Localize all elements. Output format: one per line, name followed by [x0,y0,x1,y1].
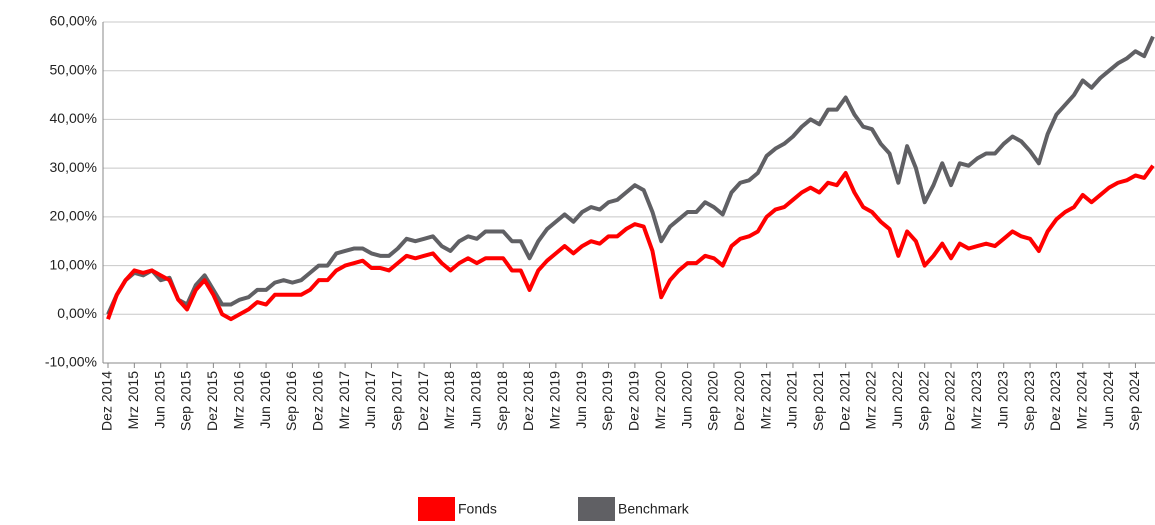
x-tick-label: Mrz 2020 [652,371,668,430]
x-tick-label: Mrz 2022 [863,371,879,430]
x-tick-label: Jun 2022 [889,371,905,429]
x-tick-label: Mrz 2017 [336,371,352,430]
x-tick-label: Sep 2023 [1021,371,1037,431]
legend-label: Fonds [458,501,497,517]
x-tick-label: Jun 2024 [1100,371,1116,429]
x-tick-label: Jun 2020 [678,371,694,429]
x-tick-label: Sep 2020 [705,371,721,431]
y-tick-label: 30,00% [50,159,97,175]
x-tick-label: Mrz 2019 [547,371,563,430]
legend-swatch [578,497,615,521]
series-line [106,35,1155,316]
x-tick-label: Jun 2015 [151,371,167,429]
x-tick-label: Jun 2023 [994,371,1010,429]
x-tick-label: Dez 2019 [626,371,642,431]
x-tick-label: Dez 2017 [415,371,431,431]
x-tick-label: Jun 2021 [784,371,800,429]
x-tick-label: Mrz 2021 [757,371,773,430]
y-tick-label: 20,00% [50,208,97,224]
x-tick-label: Jun 2016 [257,371,273,429]
y-tick-label: 60,00% [50,13,97,29]
x-tick-label: Mrz 2024 [1073,371,1089,430]
x-tick-label: Sep 2018 [494,371,510,431]
x-tick-label: Jun 2017 [362,371,378,429]
x-tick-label: Dez 2022 [942,371,958,431]
x-tick-label: Dez 2016 [309,371,325,431]
y-tick-label: 40,00% [50,110,97,126]
x-tick-label: Sep 2016 [283,371,299,431]
x-tick-label: Mrz 2023 [968,371,984,430]
x-tick-label: Sep 2019 [599,371,615,431]
x-tick-label: Sep 2024 [1126,371,1142,431]
x-tick-label: Jun 2018 [468,371,484,429]
x-tick-label: Jun 2019 [573,371,589,429]
y-tick-label: -10,00% [45,354,97,370]
x-tick-label: Dez 2014 [99,371,115,431]
y-tick-label: 0,00% [57,305,97,321]
x-tick-label: Dez 2018 [520,371,536,431]
x-tick-label: Dez 2015 [204,371,220,431]
x-tick-label: Sep 2021 [810,371,826,431]
legend-label: Benchmark [618,501,690,517]
x-tick-label: Sep 2022 [915,371,931,431]
x-tick-label: Dez 2021 [836,371,852,431]
x-tick-label: Mrz 2018 [441,371,457,430]
x-tick-label: Dez 2023 [1047,371,1063,431]
x-tick-label: Sep 2015 [178,371,194,431]
x-tick-label: Sep 2017 [388,371,404,431]
y-tick-label: 10,00% [50,256,97,272]
x-tick-label: Mrz 2016 [230,371,246,430]
x-tick-label: Dez 2020 [731,371,747,431]
y-tick-label: 50,00% [50,61,97,77]
series-line [106,164,1155,322]
legend-swatch [418,497,455,521]
x-tick-label: Mrz 2015 [125,371,141,430]
